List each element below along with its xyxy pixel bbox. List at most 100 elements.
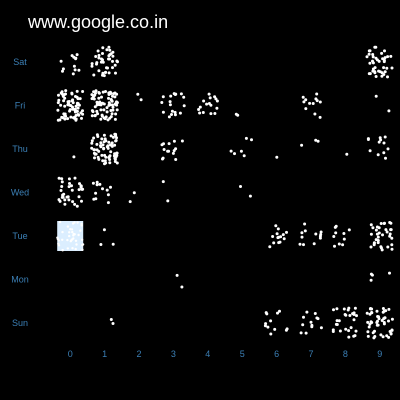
data-point xyxy=(382,321,386,324)
data-point xyxy=(67,185,71,189)
data-point xyxy=(167,149,171,153)
data-point xyxy=(161,95,165,99)
data-point xyxy=(100,137,104,141)
data-point xyxy=(242,154,246,158)
data-point xyxy=(368,307,372,311)
point-cluster-thu-5 xyxy=(229,136,253,158)
data-point xyxy=(80,222,83,226)
data-point xyxy=(69,240,73,243)
data-point xyxy=(99,117,103,121)
data-point xyxy=(382,151,386,155)
data-point xyxy=(369,320,373,324)
point-cluster-tue-9 xyxy=(369,221,394,252)
data-point xyxy=(62,99,66,103)
data-point xyxy=(302,243,305,247)
data-point xyxy=(56,108,60,112)
data-point xyxy=(74,57,78,61)
data-point xyxy=(73,176,77,180)
data-point xyxy=(108,103,112,107)
data-point xyxy=(170,109,174,113)
data-point xyxy=(366,137,370,141)
data-point xyxy=(345,152,349,156)
data-point xyxy=(300,235,304,239)
data-point xyxy=(66,117,70,121)
data-point xyxy=(201,111,205,114)
data-point xyxy=(66,100,70,104)
data-point xyxy=(160,143,164,147)
data-point xyxy=(71,98,75,102)
data-point xyxy=(90,141,94,145)
data-point xyxy=(281,233,285,237)
data-point xyxy=(78,182,81,186)
data-point xyxy=(384,228,388,232)
data-point xyxy=(115,103,119,107)
data-point xyxy=(369,223,373,227)
data-point xyxy=(298,242,302,246)
data-point xyxy=(381,307,385,310)
point-cluster-thu-3 xyxy=(160,139,184,161)
data-point xyxy=(102,108,106,112)
data-point xyxy=(273,327,277,331)
data-point xyxy=(76,106,80,110)
data-point xyxy=(248,194,252,198)
data-point xyxy=(57,93,60,97)
data-point xyxy=(101,60,105,64)
data-point xyxy=(381,233,384,237)
data-point xyxy=(109,109,113,112)
point-cluster-fri-1 xyxy=(90,89,119,122)
data-point xyxy=(102,147,106,151)
data-point xyxy=(305,310,309,314)
data-point xyxy=(229,149,233,153)
point-cluster-sun-7 xyxy=(299,310,323,335)
data-point xyxy=(102,140,106,144)
data-point xyxy=(72,237,75,240)
data-point xyxy=(386,147,390,151)
data-point xyxy=(70,54,74,58)
data-point xyxy=(71,230,74,234)
data-point xyxy=(172,149,176,153)
data-point xyxy=(239,185,242,188)
data-point xyxy=(213,112,217,115)
data-point xyxy=(309,320,313,324)
data-point xyxy=(58,199,62,203)
data-point xyxy=(107,71,111,75)
data-point xyxy=(353,306,357,310)
data-point xyxy=(313,312,317,315)
data-point xyxy=(334,231,338,235)
data-point xyxy=(71,101,75,105)
data-point xyxy=(106,193,110,197)
data-point xyxy=(332,235,336,238)
data-point xyxy=(100,153,104,157)
point-cluster-wed-1 xyxy=(91,180,112,205)
data-point xyxy=(314,138,318,142)
data-point xyxy=(139,98,143,102)
data-point xyxy=(301,95,305,99)
data-point xyxy=(175,273,179,277)
data-point xyxy=(104,115,108,119)
data-point xyxy=(99,141,103,145)
data-point xyxy=(63,202,67,206)
data-point xyxy=(162,148,166,151)
data-point xyxy=(90,139,94,143)
data-point xyxy=(70,188,74,192)
data-point xyxy=(269,319,273,323)
data-point xyxy=(97,96,101,100)
data-point xyxy=(278,309,281,313)
data-point xyxy=(112,154,116,158)
data-point xyxy=(93,156,96,160)
y-tick-label-wed: Wed xyxy=(11,188,29,198)
data-point xyxy=(90,114,94,118)
y-tick-label-mon: Mon xyxy=(11,275,29,285)
point-cluster-wed-5 xyxy=(239,185,252,198)
data-point xyxy=(92,73,96,77)
data-point xyxy=(101,143,105,147)
data-point xyxy=(161,110,165,114)
data-point xyxy=(304,98,308,102)
data-point xyxy=(375,309,379,313)
data-point xyxy=(94,191,98,195)
data-point xyxy=(71,247,74,250)
data-point xyxy=(99,108,103,112)
data-point xyxy=(115,108,119,112)
data-point xyxy=(390,66,394,70)
data-point xyxy=(316,317,320,321)
